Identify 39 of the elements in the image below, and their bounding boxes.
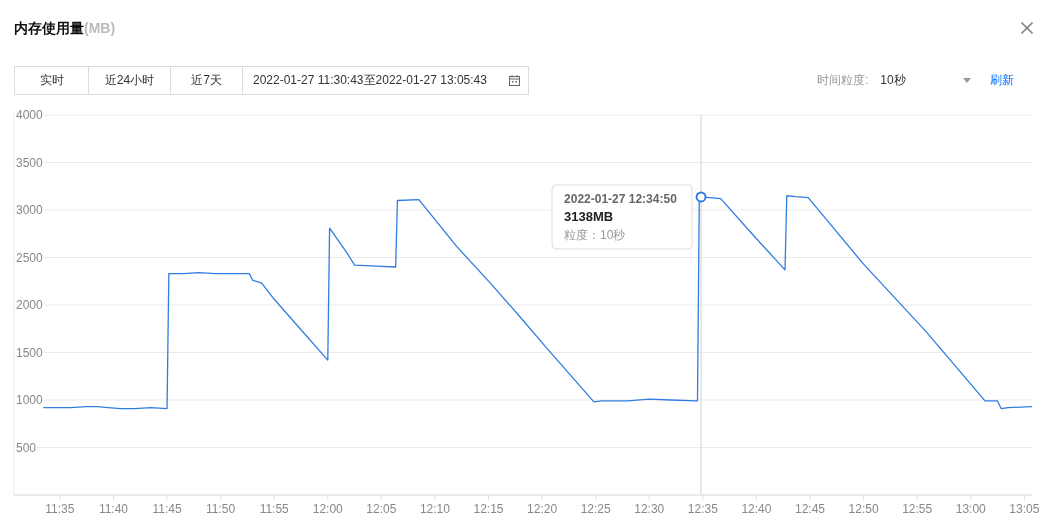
y-tick-label: 1500	[16, 345, 44, 360]
x-tick-label: 11:40	[98, 501, 129, 516]
y-tick-label: 500	[16, 440, 37, 455]
y-tick-label: 2500	[16, 250, 44, 265]
x-tick-label: 12:20	[527, 501, 558, 516]
text: (MB)	[84, 20, 116, 36]
x-tick-label: 12:10	[419, 501, 451, 516]
x-tick-label: 12:35	[687, 501, 719, 516]
x-tick-label: 12:05	[366, 501, 397, 516]
y-tick-label: 3000	[16, 203, 44, 218]
annotation: 2022-01-27 12:34:50	[564, 191, 678, 206]
x-tick-label: 13:05	[1009, 501, 1040, 516]
chart-title: 内存使用量	[14, 20, 84, 36]
x-tick-label: 11:35	[45, 501, 75, 516]
annotation: 粒度：10秒	[564, 227, 626, 242]
x-tick-label: 12:40	[741, 501, 772, 516]
segment-button: 实时	[15, 67, 89, 94]
x-tick-label: 12:15	[473, 501, 504, 516]
y-tick-label: 1000	[16, 393, 44, 408]
x-tick-label: 12:25	[580, 501, 612, 516]
text: 10秒	[880, 71, 907, 89]
x-tick-label: 11:55	[259, 501, 290, 516]
x-tick-label: 12:00	[312, 501, 344, 516]
x-tick-label: 12:30	[634, 501, 665, 516]
x-tick-label: 11:50	[206, 501, 236, 516]
y-tick-label: 2000	[16, 298, 44, 313]
y-tick-label: 4000	[16, 108, 44, 123]
y-tick-label: 3500	[16, 155, 44, 170]
x-tick-label: 12:45	[794, 501, 826, 516]
x-tick-label: 12:50	[848, 501, 879, 516]
segment-button: 近7天	[171, 67, 243, 94]
date-range-field: 2022-01-27 11:30:43至2022-01-27 13:05:43	[243, 67, 528, 94]
text: 时间粒度:	[817, 71, 869, 89]
x-tick-label: 12:55	[902, 501, 933, 516]
segment-button: 近24小时	[89, 67, 171, 94]
x-tick-label: 13:00	[955, 501, 987, 516]
x-tick-label: 11:45	[152, 501, 182, 516]
text: 刷新	[990, 71, 1015, 89]
annotation: 3138MB	[564, 208, 614, 224]
